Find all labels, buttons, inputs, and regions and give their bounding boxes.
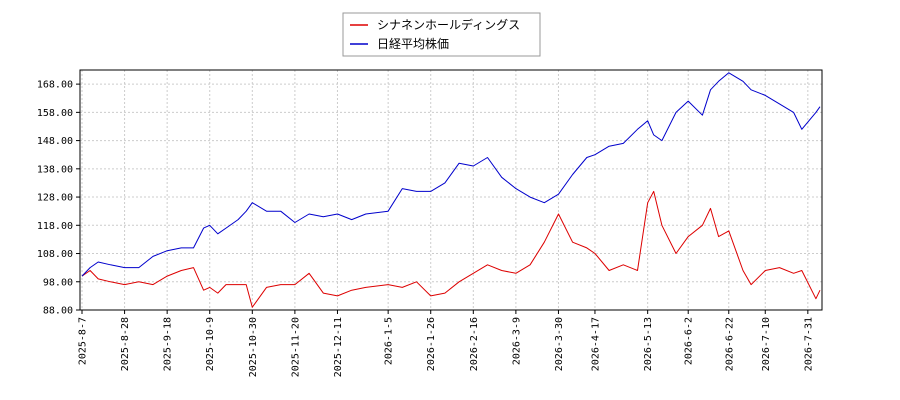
legend-label-0: シナネンホールディングス [377,17,520,32]
series-lines [81,72,821,308]
x-tick-label: 2026-6-22 [724,317,735,371]
x-tick-label: 2025-11-20 [290,317,301,377]
grid-lines [80,70,822,311]
y-tick-label: 98.00 [43,277,73,288]
plot-area [80,70,822,310]
plot-frame [79,69,823,311]
x-tick-label: 2025-8-28 [120,317,131,371]
y-tick-label: 168.00 [37,80,73,91]
x-tick-label: 2026-7-10 [761,317,772,371]
y-tick-label: 158.00 [37,108,73,119]
x-tick-label: 2026-3-30 [554,317,565,371]
y-axis-ticks: 88.00 98.00 108.00 118.00 128.00 138.00 148.00… [37,80,80,317]
x-tick-label: 2026-6-2 [684,317,695,365]
series-line-0 [81,190,821,308]
x-tick-label: 2025-9-18 [163,317,174,371]
x-tick-label: 2026-1-5 [384,317,395,365]
x-tick-label: 2026-3-9 [511,317,522,365]
x-tick-label: 2026-5-13 [643,317,654,371]
y-tick-label: 118.00 [37,221,73,232]
y-tick-label: 108.00 [37,249,73,260]
x-tick-label: 2026-7-31 [803,317,814,371]
x-tick-label: 2025-10-9 [205,317,216,371]
y-tick-label: 148.00 [37,136,73,147]
x-tick-label: 2025-8-7 [78,317,89,365]
legend: シナネンホールディングス 日経平均株価 [342,12,541,57]
x-tick-label: 2025-12-11 [333,317,344,377]
legend-label-1: 日経平均株価 [377,36,449,51]
series-line-1 [81,72,821,277]
x-tick-label: 2026-2-16 [469,317,480,371]
y-tick-label: 88.00 [43,306,73,317]
x-tick-label: 2026-4-17 [590,317,601,371]
x-tick-label: 2026-1-26 [426,317,437,371]
legend-box [342,12,541,57]
x-axis-ticks: 2025-8-7 2025-8-28 2025-9-18 2025-10-9 2025-… [78,310,814,377]
y-tick-label: 128.00 [37,193,73,204]
x-tick-label: 2025-10-30 [248,317,259,377]
y-tick-label: 138.00 [37,164,73,175]
